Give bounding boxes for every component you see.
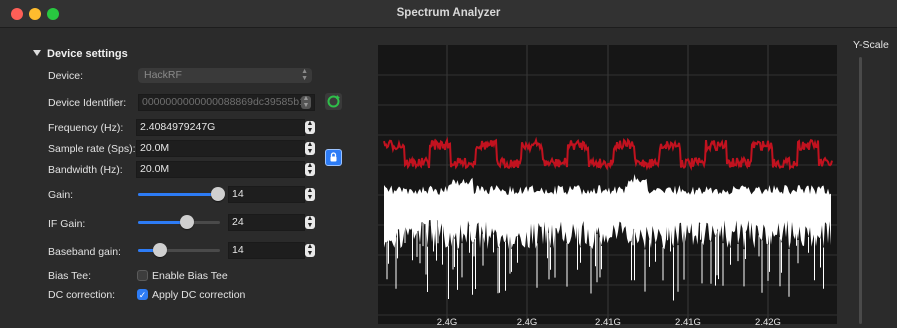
device-identifier-select-arrows-icon[interactable]: ▲ ▼ xyxy=(301,95,311,109)
x-tick-label: 2.4G xyxy=(436,317,458,328)
window-title: Spectrum Analyzer xyxy=(396,7,501,19)
if-gain-slider[interactable] xyxy=(138,215,220,229)
frequency-input[interactable]: 2.4084979247G xyxy=(136,119,305,136)
frequency-label: Frequency (Hz): xyxy=(48,122,124,134)
baseband-gain-slider[interactable] xyxy=(138,243,220,257)
spectrum-svg xyxy=(378,45,837,324)
gain-input[interactable]: 14 xyxy=(228,186,305,203)
bandwidth-stepper[interactable]: ▲ ▼ xyxy=(305,162,315,176)
baseband-gain-slider-knob[interactable] xyxy=(153,243,168,257)
gain-slider-knob[interactable] xyxy=(211,187,226,201)
gain-slider[interactable] xyxy=(138,187,226,201)
title-bar: Spectrum Analyzer xyxy=(0,0,897,28)
spectrum-trace xyxy=(384,174,831,250)
link-rate-bandwidth-button[interactable] xyxy=(325,149,342,166)
sample-rate-input[interactable]: 20.0M xyxy=(136,140,305,157)
if-gain-slider-fill xyxy=(138,221,188,224)
sample-rate-stepper[interactable]: ▲ ▼ xyxy=(305,141,315,155)
frequency-stepper[interactable]: ▲ ▼ xyxy=(305,120,315,134)
device-identifier-label: Device Identifier: xyxy=(48,97,127,109)
dc-correction-option-label[interactable]: Apply DC correction xyxy=(152,289,246,301)
spectrum-plot[interactable] xyxy=(378,45,837,324)
device-settings-panel: Device settings Device: HackRF ▲ ▼ Device… xyxy=(0,28,360,324)
select-arrows-icon: ▲ ▼ xyxy=(301,68,308,82)
x-tick-label: 2.42G xyxy=(755,317,781,328)
gain-stepper[interactable]: ▲ ▼ xyxy=(305,187,315,201)
zoom-window-button[interactable] xyxy=(47,8,59,20)
baseband-gain-slider-fill xyxy=(138,249,161,252)
device-identifier-field[interactable]: 0000000000000088869dc39585b1b xyxy=(138,94,315,111)
device-select[interactable]: HackRF ▲ ▼ xyxy=(138,68,312,83)
x-tick-label: 2.41G xyxy=(595,317,621,328)
refresh-icon xyxy=(327,95,340,108)
if-gain-stepper[interactable]: ▲ ▼ xyxy=(305,215,315,229)
baseband-gain-input[interactable]: 14 xyxy=(228,242,305,259)
dc-correction-label: DC correction: xyxy=(48,289,116,301)
bias-tee-label: Bias Tee: xyxy=(48,270,91,282)
device-select-value: HackRF xyxy=(144,69,182,81)
bias-tee-checkbox[interactable] xyxy=(137,270,148,281)
bandwidth-label: Bandwidth (Hz): xyxy=(48,164,123,176)
device-label: Device: xyxy=(48,70,84,82)
gain-label: Gain: xyxy=(48,189,74,201)
baseband-gain-label: Baseband gain: xyxy=(48,246,121,258)
plot-grid xyxy=(378,45,837,324)
bandwidth-input[interactable]: 20.0M xyxy=(136,161,305,178)
refresh-devices-button[interactable] xyxy=(325,93,342,110)
x-tick-label: 2.4G xyxy=(516,317,538,328)
gain-slider-fill xyxy=(138,193,219,196)
device-settings-header[interactable]: Device settings xyxy=(33,48,128,60)
dc-correction-checkbox[interactable]: ✓ xyxy=(137,289,148,300)
if-gain-input[interactable]: 24 xyxy=(228,214,305,231)
y-scale-slider[interactable] xyxy=(859,57,862,324)
lock-icon xyxy=(330,152,337,162)
minimize-window-button[interactable] xyxy=(29,8,41,20)
section-title: Device settings xyxy=(47,48,128,60)
if-gain-slider-knob[interactable] xyxy=(180,215,195,229)
x-tick-label: 2.41G xyxy=(675,317,701,328)
bias-tee-option-label[interactable]: Enable Bias Tee xyxy=(152,270,228,282)
baseband-gain-stepper[interactable]: ▲ ▼ xyxy=(305,243,315,257)
peak-hold-trace xyxy=(383,136,833,172)
spectrum-trace-noise xyxy=(386,220,824,301)
if-gain-label: IF Gain: xyxy=(48,218,86,230)
sample-rate-label: Sample rate (Sps): xyxy=(48,143,136,155)
disclosure-triangle-icon[interactable] xyxy=(33,50,41,56)
close-window-button[interactable] xyxy=(11,8,23,20)
y-scale-label: Y-Scale xyxy=(853,39,889,51)
